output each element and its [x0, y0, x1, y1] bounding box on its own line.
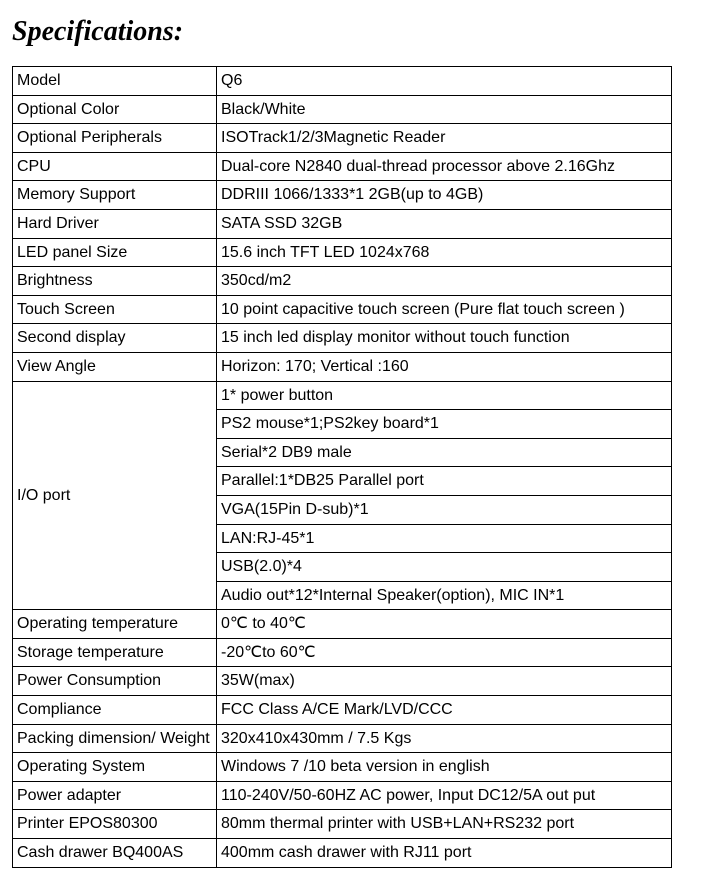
- spec-label: Memory Support: [13, 181, 217, 210]
- page-title: Specifications:: [12, 16, 690, 48]
- spec-value: 15.6 inch TFT LED 1024x768: [217, 238, 672, 267]
- spec-value: 350cd/m2: [217, 267, 672, 296]
- spec-value: USB(2.0)*4: [217, 553, 672, 582]
- table-row: Storage temperature-20℃to 60℃: [13, 638, 672, 667]
- spec-label: Touch Screen: [13, 295, 217, 324]
- spec-label-ioport: I/O port: [13, 381, 217, 610]
- spec-label: Brightness: [13, 267, 217, 296]
- table-row: Touch Screen10 point capacitive touch sc…: [13, 295, 672, 324]
- spec-label: CPU: [13, 152, 217, 181]
- spec-value: Parallel:1*DB25 Parallel port: [217, 467, 672, 496]
- spec-label: Printer EPOS80300: [13, 810, 217, 839]
- spec-value: PS2 mouse*1;PS2key board*1: [217, 410, 672, 439]
- spec-table: Model Q6 Optional ColorBlack/White Optio…: [12, 66, 672, 868]
- spec-label: Storage temperature: [13, 638, 217, 667]
- table-row: Hard DriverSATA SSD 32GB: [13, 209, 672, 238]
- spec-value: ISOTrack1/2/3Magnetic Reader: [217, 124, 672, 153]
- spec-value: VGA(15Pin D-sub)*1: [217, 495, 672, 524]
- spec-value: LAN:RJ-45*1: [217, 524, 672, 553]
- table-row: Power Consumption35W(max): [13, 667, 672, 696]
- spec-label: Operating temperature: [13, 610, 217, 639]
- table-row: Optional ColorBlack/White: [13, 95, 672, 124]
- spec-value: 15 inch led display monitor without touc…: [217, 324, 672, 353]
- spec-value: 400mm cash drawer with RJ11 port: [217, 839, 672, 868]
- spec-value: Horizon: 170; Vertical :160: [217, 352, 672, 381]
- table-row: Second display15 inch led display monito…: [13, 324, 672, 353]
- table-row: ComplianceFCC Class A/CE Mark/LVD/CCC: [13, 696, 672, 725]
- spec-label: LED panel Size: [13, 238, 217, 267]
- table-row: Packing dimension/ Weight320x410x430mm /…: [13, 724, 672, 753]
- spec-value: Dual-core N2840 dual-thread processor ab…: [217, 152, 672, 181]
- spec-label: Hard Driver: [13, 209, 217, 238]
- table-row: Brightness350cd/m2: [13, 267, 672, 296]
- table-row: Operating SystemWindows 7 /10 beta versi…: [13, 753, 672, 782]
- spec-label: Optional Peripherals: [13, 124, 217, 153]
- spec-label: Power adapter: [13, 781, 217, 810]
- spec-value: Windows 7 /10 beta version in english: [217, 753, 672, 782]
- spec-value: Black/White: [217, 95, 672, 124]
- table-row: I/O port 1* power button: [13, 381, 672, 410]
- spec-label: Compliance: [13, 696, 217, 725]
- table-row: Power adapter110-240V/50-60HZ AC power, …: [13, 781, 672, 810]
- spec-label: Power Consumption: [13, 667, 217, 696]
- spec-value: FCC Class A/CE Mark/LVD/CCC: [217, 696, 672, 725]
- spec-value: 110-240V/50-60HZ AC power, Input DC12/5A…: [217, 781, 672, 810]
- spec-label: Model: [13, 67, 217, 96]
- spec-label: Optional Color: [13, 95, 217, 124]
- spec-label: Second display: [13, 324, 217, 353]
- spec-label: Cash drawer BQ400AS: [13, 839, 217, 868]
- spec-value: -20℃to 60℃: [217, 638, 672, 667]
- spec-value: 1* power button: [217, 381, 672, 410]
- spec-value: 0℃ to 40℃: [217, 610, 672, 639]
- table-row: Printer EPOS8030080mm thermal printer wi…: [13, 810, 672, 839]
- table-row: Model Q6: [13, 67, 672, 96]
- spec-value: SATA SSD 32GB: [217, 209, 672, 238]
- spec-value: 80mm thermal printer with USB+LAN+RS232 …: [217, 810, 672, 839]
- table-row: Memory SupportDDRIII 1066/1333*1 2GB(up …: [13, 181, 672, 210]
- spec-value: DDRIII 1066/1333*1 2GB(up to 4GB): [217, 181, 672, 210]
- spec-value: Q6: [217, 67, 672, 96]
- table-row: Cash drawer BQ400AS400mm cash drawer wit…: [13, 839, 672, 868]
- spec-value: Audio out*12*Internal Speaker(option), M…: [217, 581, 672, 610]
- spec-label: Packing dimension/ Weight: [13, 724, 217, 753]
- spec-value: Serial*2 DB9 male: [217, 438, 672, 467]
- table-row: CPU Dual-core N2840 dual-thread processo…: [13, 152, 672, 181]
- table-row: View AngleHorizon: 170; Vertical :160: [13, 352, 672, 381]
- spec-value: 320x410x430mm / 7.5 Kgs: [217, 724, 672, 753]
- spec-table-body: Model Q6 Optional ColorBlack/White Optio…: [13, 67, 672, 868]
- table-row: Optional PeripheralsISOTrack1/2/3Magneti…: [13, 124, 672, 153]
- table-row: LED panel Size15.6 inch TFT LED 1024x768: [13, 238, 672, 267]
- spec-value: 35W(max): [217, 667, 672, 696]
- spec-label: Operating System: [13, 753, 217, 782]
- spec-value: 10 point capacitive touch screen (Pure f…: [217, 295, 672, 324]
- table-row: Operating temperature0℃ to 40℃: [13, 610, 672, 639]
- spec-label: View Angle: [13, 352, 217, 381]
